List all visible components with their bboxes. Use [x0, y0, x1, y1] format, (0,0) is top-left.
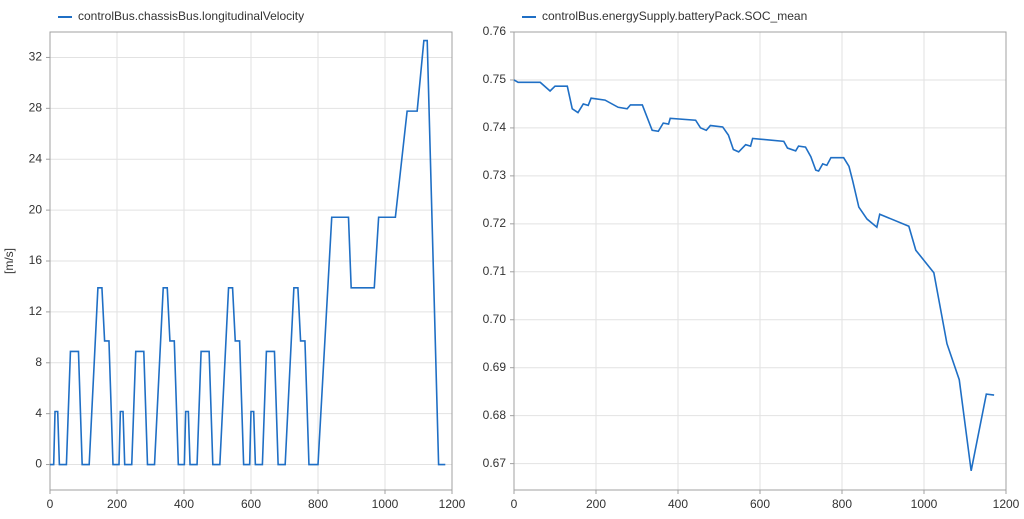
- data-line: [513, 79, 995, 471]
- y-tick-label: 12: [29, 304, 43, 318]
- y-tick-label: 0.70: [483, 312, 507, 326]
- x-tick-label: 1200: [439, 497, 466, 511]
- y-tick-label: 0.75: [483, 72, 507, 86]
- x-tick-label: 1200: [993, 497, 1020, 511]
- y-tick-label: 24: [29, 151, 43, 165]
- legend-label: controlBus.chassisBus.longitudinalVeloci…: [78, 9, 304, 23]
- y-tick-label: 0.67: [483, 456, 507, 470]
- y-tick-label: 0.68: [483, 408, 507, 422]
- x-tick-label: 800: [832, 497, 852, 511]
- y-tick-label: 0.69: [483, 360, 507, 374]
- x-tick-label: 800: [308, 497, 328, 511]
- y-tick-label: 20: [29, 202, 43, 216]
- y-tick-label: 4: [35, 406, 42, 420]
- x-tick-label: 400: [174, 497, 194, 511]
- y-tick-label: 0.74: [483, 120, 507, 134]
- y-axis-label: [m/s]: [2, 248, 16, 274]
- x-tick-label: 600: [241, 497, 261, 511]
- plot-frame: [513, 31, 1007, 491]
- y-tick-label: 0.72: [483, 216, 507, 230]
- x-tick-label: 200: [586, 497, 606, 511]
- y-tick-label: 16: [29, 253, 43, 267]
- plot-frame: [49, 31, 453, 491]
- x-tick-label: 1000: [911, 497, 938, 511]
- y-tick-label: 28: [29, 101, 43, 115]
- x-tick-label: 600: [750, 497, 770, 511]
- y-tick-label: 0.73: [483, 168, 507, 182]
- x-tick-label: 0: [511, 497, 518, 511]
- x-tick-label: 400: [668, 497, 688, 511]
- y-tick-label: 32: [29, 50, 43, 64]
- legend-label: controlBus.energySupply.batteryPack.SOC_…: [542, 9, 807, 23]
- x-tick-label: 200: [107, 497, 127, 511]
- x-tick-label: 0: [47, 497, 54, 511]
- y-tick-label: 0: [35, 457, 42, 471]
- x-tick-label: 1000: [372, 497, 399, 511]
- y-tick-label: 0.71: [483, 264, 507, 278]
- y-tick-label: 0.76: [483, 24, 507, 38]
- data-line: [50, 39, 446, 466]
- y-tick-label: 8: [35, 355, 42, 369]
